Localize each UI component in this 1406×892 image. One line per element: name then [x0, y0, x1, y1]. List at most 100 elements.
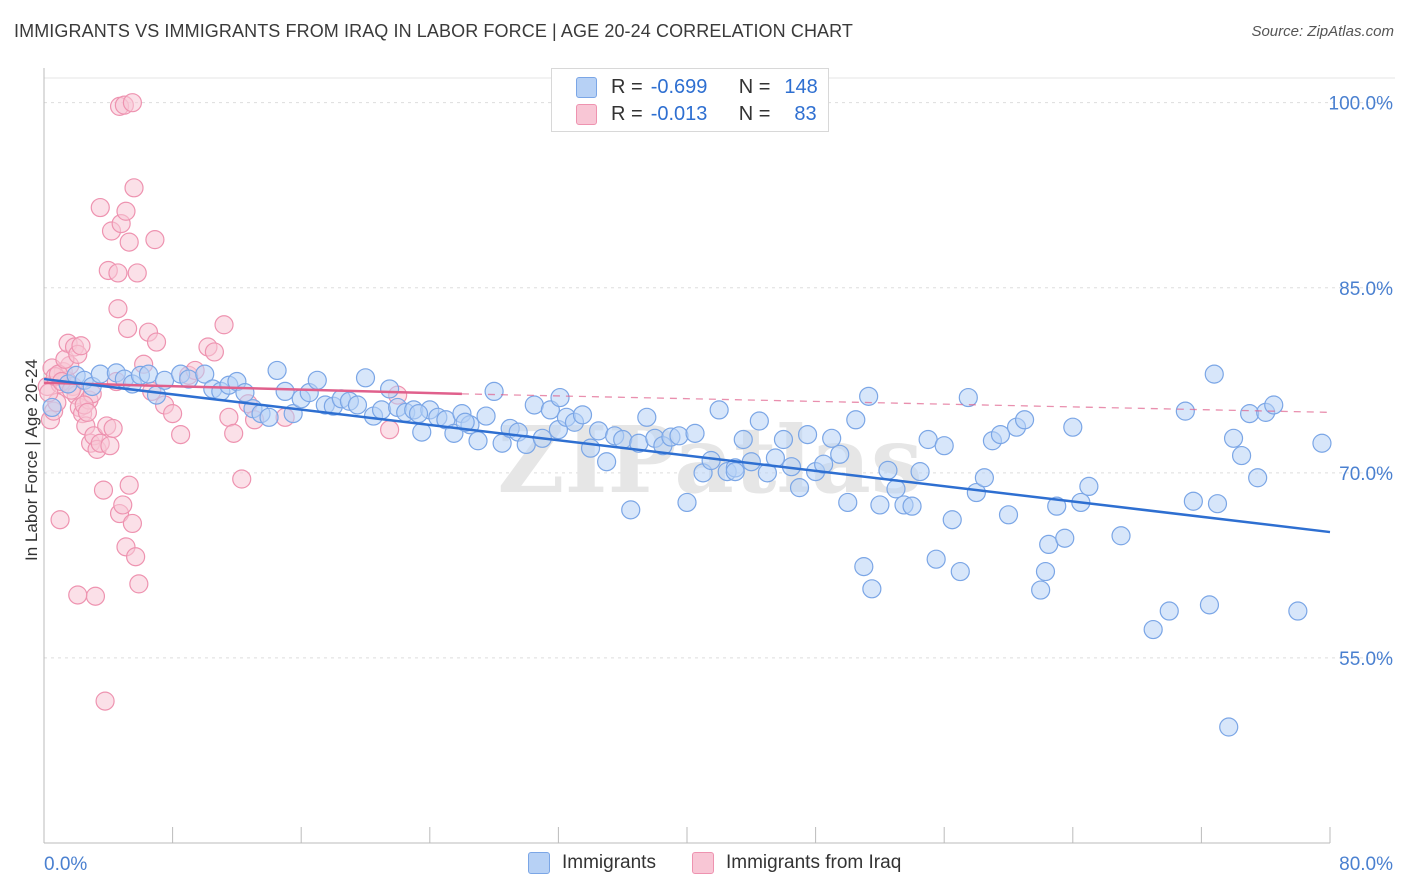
iraq-point	[122, 93, 143, 113]
x-tick-label: 0.0%	[44, 854, 87, 875]
immigrants-point	[1219, 717, 1239, 737]
y-tick-label: 100.0%	[1329, 94, 1394, 115]
r-label: R =	[611, 102, 643, 125]
iraq-point	[90, 197, 110, 218]
immigrants-point	[259, 407, 279, 427]
immigrants-point	[371, 400, 392, 420]
iraq-point	[71, 336, 91, 356]
immigrants-trend-line	[43, 377, 1331, 534]
immigrants-point	[597, 452, 617, 472]
legend-row-iraq: R = -0.013 N = 83	[576, 101, 817, 127]
immigrants-point	[588, 421, 609, 441]
series-legend: Immigrants Immigrants from Iraq	[0, 852, 1406, 880]
immigrants-point	[822, 428, 842, 448]
immigrants-point	[1143, 619, 1163, 640]
immigrants-point	[757, 463, 777, 483]
immigrants-point	[1063, 417, 1083, 437]
iraq-point	[171, 424, 191, 445]
immigrants-point	[1264, 395, 1284, 415]
immigrants-point	[1183, 491, 1203, 511]
immigrants-point	[830, 444, 850, 464]
immigrants-point	[42, 397, 62, 418]
legend-label: Immigrants	[562, 852, 656, 873]
iraq-point	[163, 404, 183, 424]
immigrants-point	[950, 561, 970, 582]
immigrants-point	[1199, 595, 1220, 615]
immigrants-point	[1175, 401, 1195, 421]
immigrants-point	[958, 387, 978, 408]
iraq-point	[117, 318, 138, 339]
iraq-point	[77, 402, 98, 422]
legend-row-immigrants: R = -0.699 N = 148	[576, 74, 818, 100]
immigrants-point	[998, 505, 1019, 525]
r-value: -0.699	[650, 75, 708, 98]
immigrants-point	[484, 381, 504, 402]
immigrants-point	[1031, 580, 1051, 600]
immigrants-point	[677, 492, 697, 513]
iraq-point	[129, 574, 149, 594]
immigrants-point	[1248, 468, 1268, 488]
immigrants-point	[1240, 404, 1260, 424]
blue-swatch-icon	[528, 852, 550, 874]
iraq-point	[95, 691, 115, 711]
immigrants-point	[733, 429, 753, 450]
iraq-point	[124, 178, 144, 198]
iraq-point	[68, 585, 88, 605]
immigrants-point	[669, 426, 689, 446]
immigrants-point	[902, 496, 922, 516]
immigrants-point	[725, 462, 745, 482]
legend-item-immigrants[interactable]: Immigrants	[528, 852, 656, 874]
immigrants-point	[1111, 526, 1131, 546]
immigrants-point	[380, 379, 400, 399]
iraq-trend-line	[43, 381, 462, 396]
immigrants-point	[862, 579, 882, 599]
immigrants-point	[1047, 496, 1067, 516]
iraq-point	[119, 475, 139, 495]
iraq-point	[113, 495, 133, 515]
immigrants-point	[1159, 601, 1179, 621]
immigrants-point	[1288, 601, 1308, 621]
immigrants-point	[267, 360, 287, 381]
immigrants-point	[918, 429, 938, 450]
iraq-point	[126, 547, 146, 567]
n-value: 83	[794, 102, 817, 125]
r-value: -0.013	[650, 102, 708, 125]
iraq-point	[100, 436, 120, 456]
x-tick-label: 80.0%	[1339, 854, 1393, 875]
immigrants-point	[838, 492, 858, 513]
immigrants-point	[846, 410, 866, 430]
immigrants-point	[307, 370, 327, 390]
immigrants-point	[974, 468, 994, 488]
blue-swatch-icon	[576, 76, 597, 98]
y-tick-label: 55.0%	[1339, 649, 1393, 670]
immigrants-point	[1055, 528, 1075, 548]
iraq-point	[93, 480, 114, 500]
immigrants-point	[934, 436, 954, 456]
immigrants-point	[580, 438, 601, 458]
iraq-point	[108, 263, 128, 283]
immigrants-point	[455, 412, 475, 432]
iraq-point	[50, 510, 70, 530]
n-label: N =	[738, 102, 771, 125]
immigrants-point	[910, 462, 930, 482]
immigrants-point	[878, 460, 898, 480]
pink-swatch-icon	[576, 103, 597, 125]
iraq-point	[146, 332, 167, 352]
immigrants-point	[701, 450, 721, 471]
pink-swatch-icon	[692, 852, 714, 874]
immigrants-point	[621, 500, 641, 520]
iraq-point	[85, 586, 106, 606]
immigrants-point	[1312, 433, 1332, 453]
immigrants-point	[90, 364, 110, 384]
immigrants-point	[926, 549, 946, 569]
immigrants-point	[814, 454, 834, 474]
iraq-point	[219, 407, 239, 427]
immigrants-point	[789, 478, 810, 498]
iraq-point	[103, 418, 123, 439]
immigrants-point	[524, 395, 544, 415]
correlation-legend: R = -0.699 N = 148 R = -0.013 N = 83	[551, 68, 829, 132]
legend-item-iraq[interactable]: Immigrants from Iraq	[692, 852, 901, 874]
immigrants-point	[854, 557, 874, 577]
immigrants-point	[355, 368, 376, 388]
iraq-point	[116, 201, 136, 221]
